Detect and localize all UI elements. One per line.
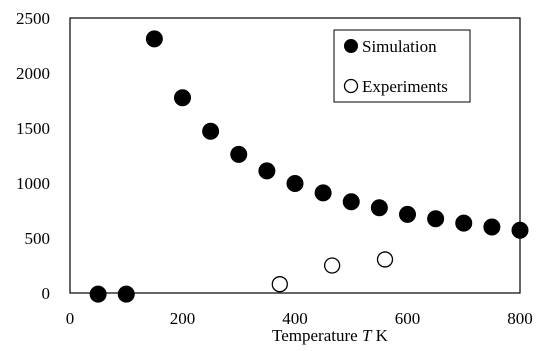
simulation-point <box>370 199 388 217</box>
simulation-point <box>483 218 501 236</box>
simulation-point <box>258 162 276 180</box>
simulation-point <box>427 210 445 228</box>
y-tick-label: 0 <box>42 284 51 303</box>
y-tick-label: 1500 <box>16 119 50 138</box>
x-tick-label: 400 <box>282 309 308 328</box>
simulation-point <box>511 221 529 239</box>
plot-frame <box>69 17 521 294</box>
y-tick-label: 1000 <box>16 174 50 193</box>
data-points <box>89 30 529 303</box>
legend-label-simulation: Simulation <box>362 37 437 56</box>
simulation-point <box>145 30 163 48</box>
simulation-point <box>342 193 360 211</box>
x-axis-title-variable: T <box>362 326 373 345</box>
simulation-point <box>286 175 304 193</box>
legend-label-experiments: Experiments <box>362 77 448 96</box>
y-tick-label: 2500 <box>16 9 50 28</box>
experiment-point <box>323 257 341 274</box>
experiment-point <box>271 276 288 293</box>
simulation-point <box>399 205 416 223</box>
x-tick-label: 800 <box>507 309 533 328</box>
legend: Simulation Experiments <box>333 29 471 103</box>
simulation-point <box>89 285 107 303</box>
x-axis-title-unit: K <box>371 326 388 345</box>
simulation-point <box>230 145 248 163</box>
x-axis-title-prefix: Temperature <box>272 326 362 345</box>
y-axis-ticks: 0 500 1000 1500 2000 2500 <box>16 9 50 303</box>
x-axis-ticks: 0 200 400 600 800 <box>66 309 533 328</box>
simulation-point <box>202 122 220 140</box>
x-tick-label: 0 <box>66 309 75 328</box>
x-tick-label: 200 <box>170 309 196 328</box>
x-tick-label: 600 <box>395 309 421 328</box>
experiment-point <box>376 251 394 268</box>
simulation-point <box>117 285 135 303</box>
x-axis-title: Temperature T K <box>272 326 389 345</box>
y-tick-label: 500 <box>25 229 51 248</box>
legend-marker-experiments <box>343 78 359 94</box>
legend-marker-simulation <box>344 39 358 53</box>
simulation-point <box>455 214 473 232</box>
y-tick-label: 2000 <box>16 64 50 83</box>
simulation-point <box>174 89 191 107</box>
simulation-point <box>314 184 332 202</box>
